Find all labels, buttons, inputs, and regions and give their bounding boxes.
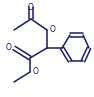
Text: O: O — [33, 68, 39, 77]
Text: O: O — [28, 3, 34, 12]
Text: O: O — [50, 26, 56, 35]
Text: O: O — [5, 43, 11, 52]
